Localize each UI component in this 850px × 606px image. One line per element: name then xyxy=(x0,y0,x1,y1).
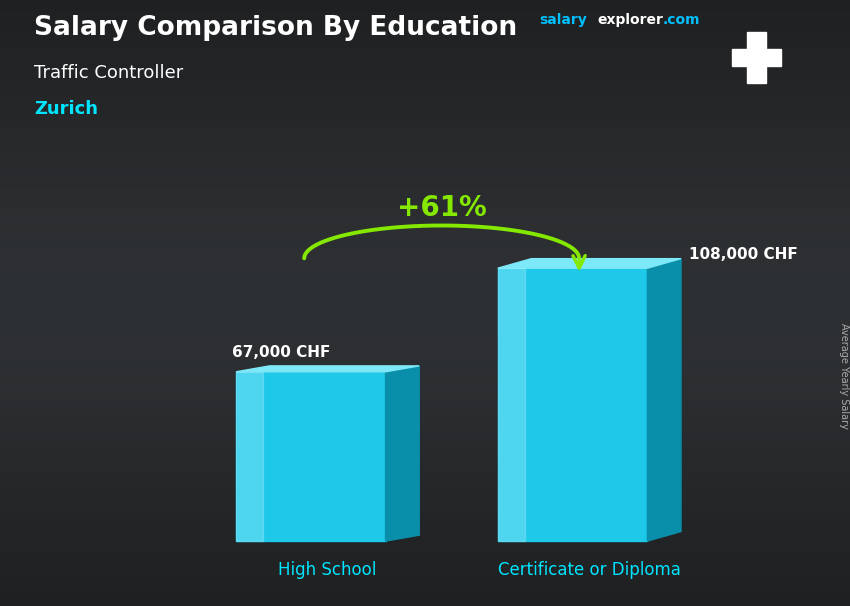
Polygon shape xyxy=(648,259,681,541)
Polygon shape xyxy=(386,366,419,541)
Bar xyxy=(732,49,781,66)
Bar xyxy=(236,372,263,541)
Text: 108,000 CHF: 108,000 CHF xyxy=(688,247,797,262)
Polygon shape xyxy=(236,366,419,372)
Text: Average Yearly Salary: Average Yearly Salary xyxy=(839,323,849,428)
Text: +61%: +61% xyxy=(397,194,486,222)
Text: High School: High School xyxy=(279,561,377,579)
Polygon shape xyxy=(498,259,681,268)
Text: Zurich: Zurich xyxy=(34,100,98,118)
Text: explorer: explorer xyxy=(598,13,663,27)
Text: Certificate or Diploma: Certificate or Diploma xyxy=(498,561,681,579)
Text: .com: .com xyxy=(662,13,700,27)
Bar xyxy=(498,268,648,541)
Bar xyxy=(236,372,386,541)
Text: 67,000 CHF: 67,000 CHF xyxy=(232,345,331,361)
Text: Salary Comparison By Education: Salary Comparison By Education xyxy=(34,15,517,41)
Text: Traffic Controller: Traffic Controller xyxy=(34,64,184,82)
Bar xyxy=(747,32,766,83)
Text: salary: salary xyxy=(540,13,587,27)
Bar xyxy=(498,268,524,541)
